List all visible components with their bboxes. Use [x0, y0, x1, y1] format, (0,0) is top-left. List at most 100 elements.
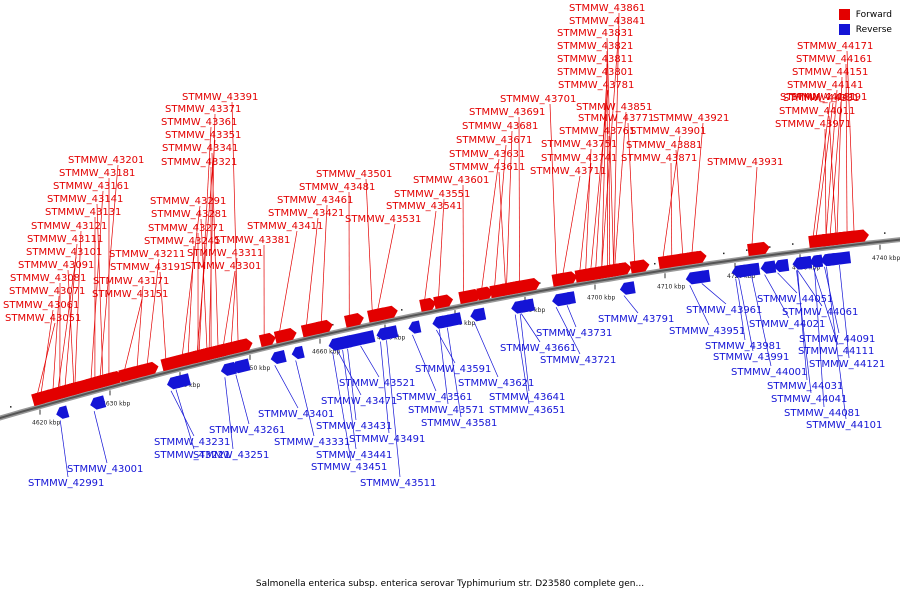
leader-line-forward [424, 210, 437, 302]
leader-line-forward [181, 205, 201, 358]
leader-line-forward [40, 309, 54, 396]
gene-forward-arrow [476, 286, 494, 301]
leader-line-forward [590, 89, 609, 271]
gene-label-forward: STMMW_44191 [791, 92, 867, 103]
gene-forward-arrow-group [273, 327, 297, 344]
leader-line-forward [498, 171, 506, 287]
gene-reverse-arrow-group [685, 270, 705, 285]
gene-label-forward: STMMW_43131 [45, 207, 121, 218]
gene-label-forward: STMMW_44131 [783, 93, 859, 104]
gene-forward-arrow-group [176, 352, 194, 368]
gene-reverse-arrow [517, 298, 534, 313]
gene-label-reverse: STMMW_43641 [489, 392, 565, 403]
gene-forward-arrow [141, 361, 159, 377]
gene-label-forward: STMMW_43421 [268, 208, 344, 219]
gene-reverse-arrow [835, 251, 852, 265]
gene-label-forward: STMMW_43351 [165, 130, 241, 141]
gene-reverse-arrow [220, 361, 237, 376]
leader-line-reverse [360, 345, 380, 378]
gene-forward-arrow-group [629, 259, 650, 274]
gene-label-forward: STMMW_43851 [576, 102, 652, 113]
leader-line-forward [812, 101, 831, 239]
gene-forward-arrow [203, 343, 230, 361]
leader-line-forward [365, 178, 373, 313]
leader-line-reverse [473, 322, 499, 378]
gene-forward-arrow [458, 288, 482, 304]
leader-line-forward [52, 295, 60, 392]
tick-label: 4620 kbp [32, 420, 60, 427]
gene-label-reverse: STMMW_43251 [193, 450, 269, 461]
gene-label-forward: STMMW_43681 [462, 121, 538, 132]
leader-line-forward [64, 243, 78, 389]
gene-label-reverse: STMMW_43261 [209, 425, 285, 436]
tick-label: 4630 kbp [102, 400, 130, 407]
gene-label-forward: STMMW_43091 [18, 260, 94, 271]
gene-label-forward: STMMW_43541 [386, 201, 462, 212]
tick-label: 4660 kbp [312, 349, 340, 356]
gene-label-forward: STMMW_43211 [109, 249, 185, 260]
gene-reverse-arrow-group [517, 298, 534, 313]
gene-label-forward: STMMW_43881 [626, 140, 702, 151]
leader-line-reverse [797, 270, 823, 307]
gene-label-reverse: STMMW_44101 [806, 420, 882, 431]
leader-line-forward [579, 162, 592, 273]
gene-forward-arrow-group [657, 255, 675, 270]
minor-tick [884, 232, 886, 234]
gene-forward-arrow-group [808, 234, 831, 249]
leader-line-reverse [380, 341, 390, 434]
leader-line-forward [146, 258, 160, 367]
gene-label-forward: STMMW_43971 [775, 119, 851, 130]
gene-forward-arrow-group [825, 231, 851, 246]
gene-reverse-arrow [822, 252, 842, 266]
gene-label-forward: STMMW_43771 [578, 113, 654, 124]
gene-forward-arrow-group [315, 319, 333, 334]
gene-forward-arrow [608, 262, 629, 277]
gene-forward-arrow [273, 327, 297, 344]
gene-label-reverse: STMMW_43591 [415, 364, 491, 375]
gene-reverse-arrow-group [563, 291, 576, 305]
gene-reverse-arrow-group [56, 405, 70, 419]
gene-reverse-arrow-group [773, 258, 790, 273]
leader-line-reverse [735, 278, 746, 341]
leader-line-reverse [59, 420, 69, 478]
leader-line-forward [825, 89, 838, 237]
gene-label-forward: STMMW_43121 [31, 221, 107, 232]
gene-forward-arrow [657, 255, 675, 270]
leader-line-forward [595, 76, 608, 271]
gene-forward-arrow-group [476, 286, 494, 301]
gene-label-reverse: STMMW_44111 [798, 346, 874, 357]
gene-reverse-arrow [563, 291, 576, 305]
leader-line-forward [670, 162, 673, 258]
gene-label-forward: STMMW_43151 [92, 289, 168, 300]
leader-line-forward [662, 135, 681, 260]
gene-label-forward: STMMW_43741 [541, 153, 617, 164]
leader-line-forward [614, 111, 627, 267]
gene-forward-arrow [629, 259, 650, 274]
leader-line-forward [67, 269, 75, 386]
gene-reverse-arrow [443, 312, 463, 327]
figure-caption: Salmonella enterica subsp. enterica sero… [255, 579, 645, 589]
leader-line-reverse [777, 272, 798, 294]
gene-forward-arrow-group [608, 262, 629, 277]
leader-line-forward [606, 50, 609, 268]
gene-reverse-arrow [408, 320, 422, 334]
gene-label-forward: STMMW_43271 [148, 223, 224, 234]
gene-reverse-arrow [773, 258, 790, 273]
gene-label-forward: STMMW_43281 [151, 209, 227, 220]
gene-forward-arrow [419, 297, 437, 312]
leader-line-reverse [175, 389, 195, 450]
gene-reverse-arrow-group [90, 395, 107, 410]
leader-line-forward [231, 101, 239, 344]
leader-line-forward [376, 223, 396, 312]
gene-reverse-arrow [167, 376, 181, 390]
gene-forward-arrow-group [458, 288, 482, 304]
gene-label-forward: STMMW_43361 [161, 117, 237, 128]
gene-reverse-arrow-group [333, 335, 353, 350]
gene-label-forward: STMMW_43391 [182, 92, 258, 103]
leader-line-forward [278, 230, 298, 334]
leader-line-forward [159, 271, 167, 362]
gene-label-forward: STMMW_43531 [345, 214, 421, 225]
gene-label-reverse: STMMW_43451 [311, 462, 387, 473]
minor-tick [769, 246, 771, 248]
gene-label-reverse: STMMW_43621 [458, 378, 534, 389]
